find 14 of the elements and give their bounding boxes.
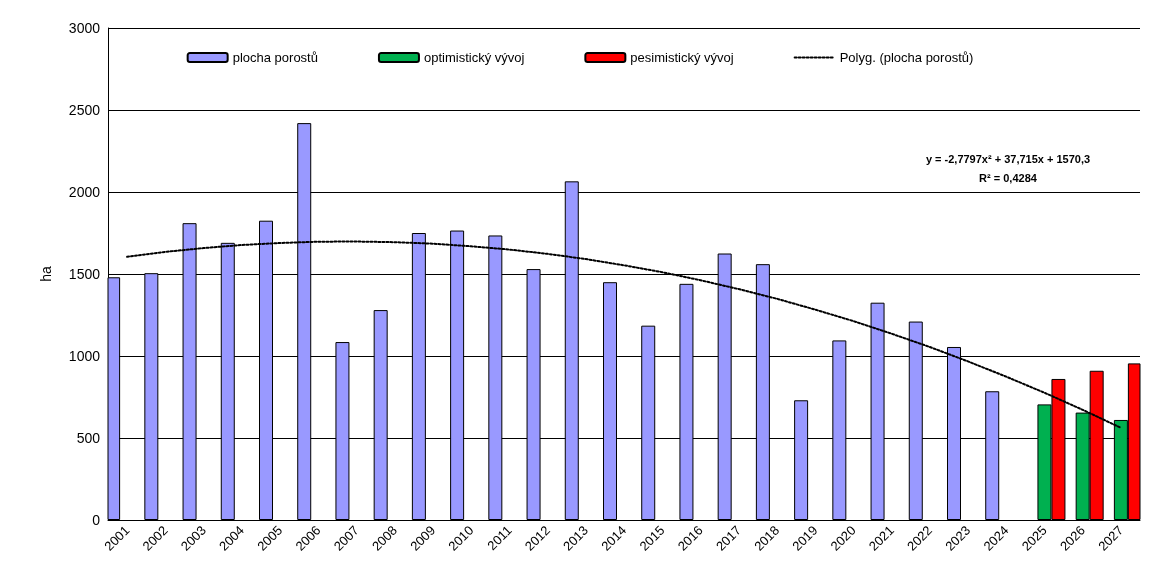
y-tick-label: 0 bbox=[92, 512, 101, 528]
legend-label: pesimistický vývoj bbox=[630, 50, 734, 65]
y-tick-label: 2500 bbox=[68, 102, 101, 118]
y-tick-label: 2000 bbox=[68, 184, 101, 200]
annotation: y = -2,7797x² + 37,715x + 1570,3 bbox=[925, 152, 1091, 165]
y-tick-label: 1000 bbox=[68, 348, 101, 364]
y-tick-label: 500 bbox=[76, 430, 101, 446]
legend-label: plocha porostů bbox=[232, 50, 318, 65]
legend-label: optimistický vývoj bbox=[423, 50, 525, 65]
annotation: R² = 0,4284 bbox=[979, 171, 1038, 184]
y-tick-label: 3000 bbox=[68, 20, 101, 36]
y-tick-label: 1500 bbox=[68, 266, 101, 282]
legend-label: Polyg. (plocha porostů) bbox=[839, 50, 974, 65]
y-axis-title: ha bbox=[38, 266, 54, 282]
